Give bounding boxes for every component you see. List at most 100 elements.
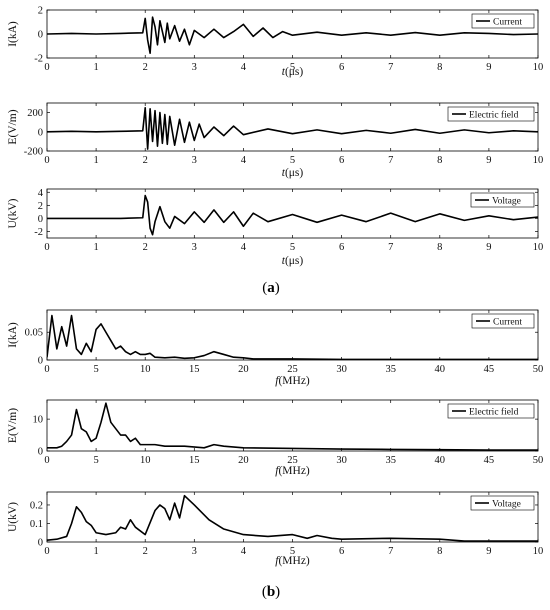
y-tick-label: 0.2: [30, 500, 43, 511]
series-line-efield-time: [47, 107, 538, 150]
x-tick-label: 10: [533, 546, 544, 557]
plot-efield-time: 0 1 2 3 4 5 6 7 8 9 10-2000200E(V/m)t(μs)Electric …: [7, 102, 544, 179]
y-axis-label: U(kV): [7, 502, 19, 532]
y-tick-label: 4: [38, 188, 44, 199]
legend-box: [470, 192, 535, 208]
x-tick-label: 1: [93, 62, 98, 73]
x-tick-label: 40: [435, 364, 446, 375]
x-axis-unit: (MHz): [278, 375, 309, 387]
x-tick-label: 1: [93, 546, 98, 557]
legend-box: [471, 313, 535, 329]
x-tick-label: 45: [484, 455, 495, 466]
x-axis-unit: (MHz): [278, 465, 309, 477]
series-line-voltage-freq: [47, 494, 538, 542]
x-tick-label: 4: [241, 546, 247, 557]
series-line-efield-freq: [47, 402, 538, 451]
x-axis-label: f(MHz): [275, 465, 310, 477]
x-tick-label: 0: [44, 62, 49, 73]
x-tick-label: 7: [388, 62, 393, 73]
x-axis-label: t(μs): [282, 255, 304, 267]
x-tick-label: 1: [93, 155, 98, 166]
x-tick-label: 5: [290, 546, 295, 557]
series-line-voltage-time: [47, 194, 538, 236]
x-tick-label: 10: [533, 155, 544, 166]
y-axis-label: E(V/m): [7, 408, 19, 443]
x-tick-label: 35: [385, 364, 396, 375]
y-axis-label: I(kA): [7, 21, 19, 47]
x-tick-label: 1: [93, 242, 98, 253]
x-axis-unit: (μs): [285, 66, 303, 78]
legend-label: Voltage: [492, 197, 521, 207]
x-tick-label: 30: [336, 364, 347, 375]
x-tick-label: 0: [44, 546, 49, 557]
legend-label: Current: [493, 318, 522, 328]
x-tick-label: 9: [486, 155, 491, 166]
legend: Voltage: [470, 495, 535, 511]
x-tick-label: 30: [336, 455, 347, 466]
x-tick-label: 5: [93, 364, 98, 375]
plot-current-freq: 0 5 10 15 20 25 30 35 40 45 50 0 0.05 I(kA) f(MHz) Curr…: [7, 309, 544, 387]
y-tick-label: -2: [34, 54, 43, 65]
x-tick-label: 7: [388, 155, 393, 166]
x-tick-label: 9: [486, 546, 491, 557]
x-tick-label: 35: [385, 455, 396, 466]
series-line-current-freq: [47, 314, 538, 360]
x-tick-label: 15: [189, 364, 200, 375]
x-tick-label: 20: [238, 455, 249, 466]
x-tick-label: 4: [241, 155, 247, 166]
x-tick-label: 25: [287, 364, 298, 375]
x-tick-label: 5: [93, 455, 98, 466]
axes-frame: [46, 188, 539, 239]
legend-label: Voltage: [492, 500, 521, 510]
x-tick-label: 2: [143, 546, 148, 557]
x-tick-label: 3: [192, 242, 197, 253]
x-tick-label: 4: [241, 242, 247, 253]
legend-box: [470, 495, 535, 511]
x-tick-label: 0: [44, 455, 49, 466]
legend: Current: [471, 313, 535, 329]
x-tick-label: 2: [143, 62, 148, 73]
y-tick-label: 0: [38, 356, 43, 367]
y-axis-label: U(kV): [7, 198, 19, 228]
x-axis-label: f(MHz): [275, 555, 310, 567]
x-tick-label: 8: [437, 242, 442, 253]
x-axis-label: f(MHz): [275, 375, 310, 387]
x-tick-label: 6: [339, 242, 344, 253]
series-line-current-time: [47, 16, 538, 54]
x-tick-label: 50: [533, 455, 544, 466]
legend: Electric field: [447, 403, 535, 419]
y-tick-label: 2: [38, 201, 43, 212]
x-tick-label: 2: [143, 155, 148, 166]
y-tick-label: 0: [38, 447, 43, 458]
y-tick-label: 0: [38, 538, 43, 549]
y-tick-label: 0: [38, 127, 43, 138]
x-tick-label: 6: [339, 62, 344, 73]
x-tick-label: 7: [388, 242, 393, 253]
x-axis-unit: (μs): [285, 255, 303, 267]
x-tick-label: 10: [533, 242, 544, 253]
x-tick-label: 10: [140, 364, 151, 375]
x-tick-label: 2: [143, 242, 148, 253]
x-tick-label: 25: [287, 455, 298, 466]
x-axis-unit: (MHz): [278, 555, 309, 567]
legend-box: [447, 106, 535, 122]
y-tick-label: 10: [33, 415, 44, 426]
y-tick-label: 0.05: [25, 328, 43, 339]
x-tick-label: 50: [533, 364, 544, 375]
x-axis-variable: f: [275, 375, 280, 387]
x-tick-label: 3: [192, 62, 197, 73]
y-tick-label: 200: [27, 108, 43, 119]
x-axis-variable: t: [282, 66, 286, 78]
x-tick-label: 9: [486, 242, 491, 253]
axes-frame: [46, 309, 539, 361]
x-tick-label: 0: [44, 242, 49, 253]
x-tick-label: 6: [339, 155, 344, 166]
x-tick-label: 15: [189, 455, 200, 466]
x-tick-label: 20: [238, 364, 249, 375]
legend-box: [471, 13, 535, 29]
x-tick-label: 5: [290, 242, 295, 253]
x-tick-label: 45: [484, 364, 495, 375]
legend-box: [447, 403, 535, 419]
